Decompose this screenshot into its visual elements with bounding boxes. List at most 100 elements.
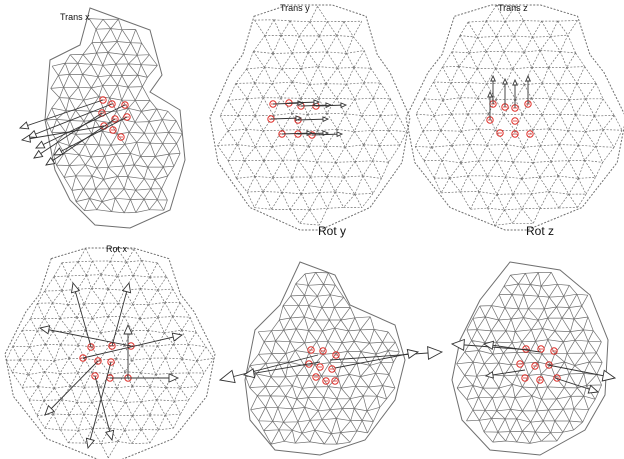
field-arrow-shaft (19, 99, 104, 129)
panel-trans-z (405, 4, 624, 231)
electrode-marker (99, 96, 107, 104)
field-arrow-head (35, 140, 46, 149)
electrode-marker (553, 374, 561, 382)
electrode-marker (94, 357, 102, 365)
field-arrow-head (601, 369, 617, 382)
field-arrow-shaft (94, 375, 113, 441)
electrode-marker (536, 376, 544, 384)
field-arrow-head (26, 129, 38, 138)
field-arrow-head (587, 384, 600, 394)
mesh-edges (45, 18, 183, 214)
electrode-marker (117, 133, 125, 141)
electrode-marker (87, 343, 95, 351)
field-arrow-head (512, 78, 519, 86)
field-arrow-head (121, 281, 132, 294)
field-arrow-head (450, 338, 465, 352)
electrode-marker (332, 351, 340, 359)
field-arrow-head (105, 429, 115, 442)
electrode-marker (496, 129, 504, 137)
field-arrow-head (38, 325, 51, 335)
electrode-marker (531, 362, 539, 370)
field-arrow-head (490, 74, 497, 82)
field-arrow-head (336, 131, 344, 138)
field-arrow-shaft (53, 116, 128, 156)
mesh-outline (209, 4, 411, 231)
electrode-marker (521, 374, 529, 382)
field-arrow-head (45, 156, 56, 166)
field-arrow-head (218, 369, 236, 384)
field-arrow-shaft (72, 282, 92, 348)
electrode-marker (511, 130, 519, 138)
electrode-marker (545, 361, 553, 369)
label-rot-x: Rot x (106, 244, 128, 254)
panel-rot-z (450, 261, 617, 456)
electrode-marker (108, 100, 116, 108)
field-arrow-head (487, 90, 494, 98)
label-trans-y: Trans y (280, 3, 310, 13)
electrode-marker (107, 358, 115, 366)
electrode-marker (516, 360, 524, 368)
electrode-marker (322, 377, 330, 385)
field-arrow-head (33, 149, 44, 159)
panel-trans-y (209, 4, 411, 231)
electrode-marker (331, 377, 339, 385)
field-arrow-shaft (44, 360, 99, 416)
field-arrow-head (406, 348, 420, 360)
field-arrow-shaft (21, 125, 105, 141)
label-rot-y: Rot y (318, 224, 346, 238)
field-arrow-head (53, 147, 64, 156)
electrode-marker (526, 130, 534, 138)
field-arrow-head (85, 437, 95, 450)
field-arrow-head (295, 115, 303, 122)
field-arrow-shaft (33, 112, 103, 159)
field-arrow-head (171, 332, 184, 342)
mesh-edges (456, 271, 603, 444)
electrode-marker (108, 342, 116, 350)
mesh-outline (405, 4, 624, 231)
field-arrow-head (168, 373, 180, 383)
panel-trans-x (18, 7, 186, 229)
electrode-marker (328, 365, 336, 373)
field-arrow-head (20, 134, 32, 143)
mesh-edges (414, 4, 623, 226)
field-arrow-head (482, 340, 495, 351)
mesh-edges (245, 272, 400, 445)
field-arrow-head (340, 102, 348, 109)
field-arrow-head (322, 116, 330, 123)
field-arrow-shaft (35, 104, 126, 149)
field-arrow-head (427, 346, 444, 361)
mesh-outline (244, 261, 406, 456)
electrode-marker (319, 347, 327, 355)
field-arrow-head (242, 368, 256, 379)
field-arrow-shaft (329, 351, 443, 361)
field-arrow-shaft (219, 354, 319, 381)
electrode-marker (537, 345, 545, 353)
field-arrow-shaft (243, 361, 321, 376)
field-arrow-head (313, 99, 321, 106)
label-trans-x: Trans x (60, 12, 90, 22)
field-arrow-head (484, 371, 494, 379)
mesh-edges (217, 6, 407, 226)
field-arrow-head (123, 323, 133, 335)
field-arrow-shaft (27, 103, 113, 138)
field-arrow-shaft (111, 282, 130, 347)
electrode-marker (316, 363, 324, 371)
field-arrow-head (306, 130, 314, 137)
mesh-outline (44, 7, 186, 229)
panel-rot-y (218, 261, 444, 456)
electrode-marker (121, 101, 129, 109)
electrode-marker (312, 373, 320, 381)
field-arrow-shaft (39, 327, 132, 347)
field-arrow-shaft (45, 118, 116, 166)
electrode-marker (79, 354, 87, 362)
field-arrow-head (70, 281, 81, 294)
field-arrow-head (44, 404, 56, 416)
field-arrow-shaft (87, 361, 112, 449)
electrode-marker (111, 115, 119, 123)
electrode-marker (307, 346, 315, 354)
mesh-outline (4, 247, 216, 459)
field-arrow-head (18, 121, 30, 130)
electrode-marker (511, 117, 519, 125)
electrode-marker (550, 347, 558, 355)
electrode-marker (123, 113, 131, 121)
